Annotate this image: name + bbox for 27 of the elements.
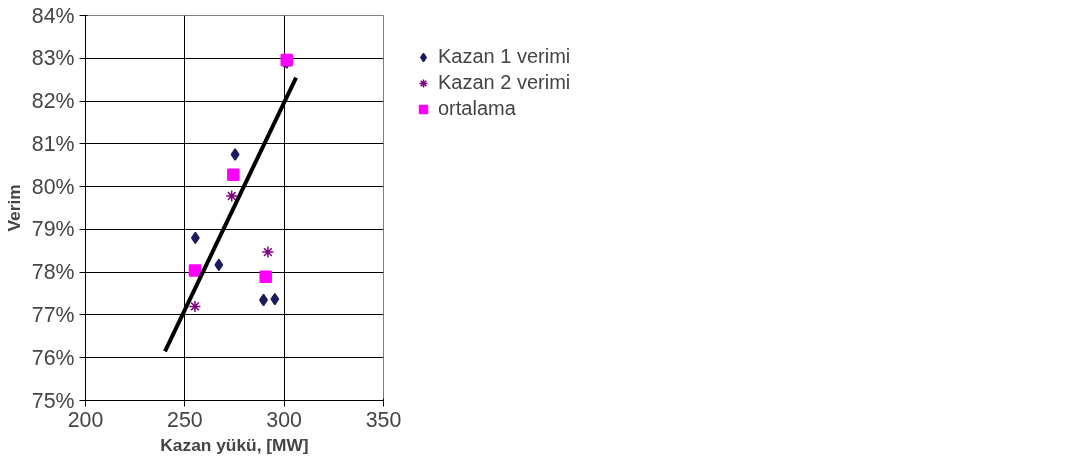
y-tick-label: 79% [31, 217, 75, 242]
point [230, 148, 240, 161]
point [190, 231, 200, 245]
y-tick-label: 77% [31, 302, 75, 327]
y-tick-label: 80% [31, 174, 75, 199]
legend-label: Kazan 1 verimi [438, 45, 571, 68]
y-tick-label: 81% [31, 131, 75, 156]
point [214, 258, 224, 272]
point [225, 189, 238, 203]
x-axis-title: Kazan yükü, [MW] [160, 434, 309, 455]
legend-label: ortalama [438, 97, 516, 120]
y-tick-label: 78% [31, 260, 75, 285]
y-axis-title: Verim [3, 184, 24, 232]
point [270, 292, 280, 306]
point [261, 245, 275, 259]
point [259, 270, 272, 284]
y-tick-label: 84% [31, 3, 75, 28]
y-tick-label: 82% [31, 89, 75, 114]
y-tick-label: 76% [31, 345, 75, 370]
point [227, 168, 240, 181]
point [188, 300, 202, 313]
legend-label: Kazan 2 verimi [438, 71, 571, 94]
point [188, 264, 202, 277]
x-tick-label: 300 [266, 407, 303, 432]
x-tick-label: 250 [167, 407, 203, 432]
x-tick-label: 350 [365, 407, 402, 432]
y-tick-label: 83% [31, 46, 75, 71]
